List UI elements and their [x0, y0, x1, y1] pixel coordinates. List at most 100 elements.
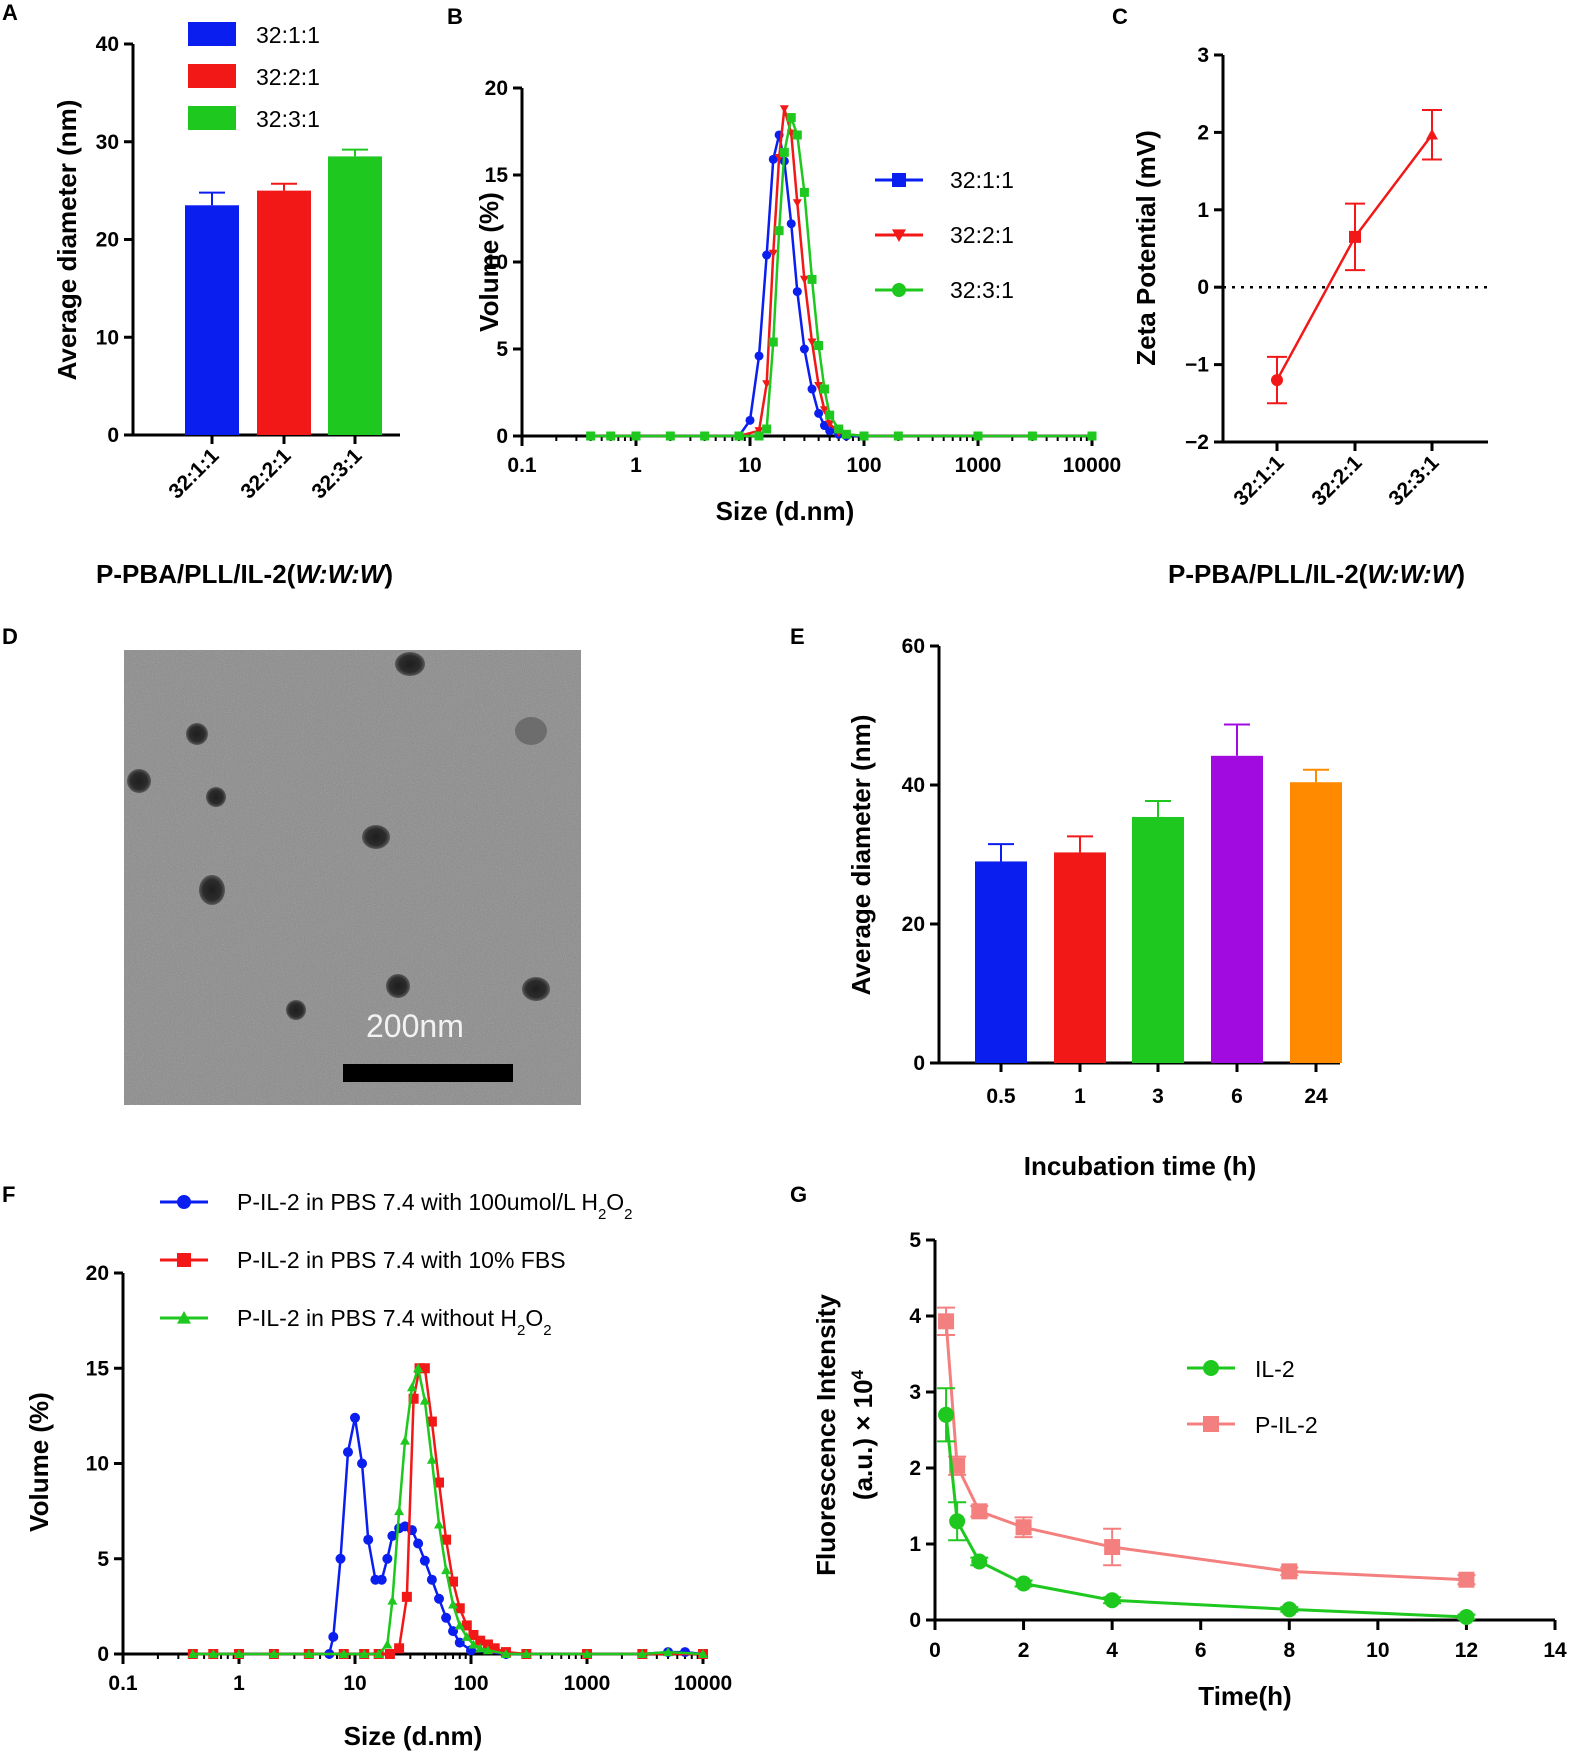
legend-marker: [1203, 1416, 1219, 1432]
data-point: [734, 431, 744, 441]
data-point: [1015, 1575, 1032, 1592]
data-point: [335, 1553, 346, 1564]
x-tick-label: 6: [1195, 1639, 1207, 1662]
chart-c: −2 −1 0 1 2 3 32:1:1 32:2:1 32:3:1 Zeta Potential…: [1131, 44, 1488, 510]
data-point: [489, 1643, 500, 1654]
data-point: [521, 1649, 532, 1658]
chart-e: 0 20 40 60 0.5 1 3 6 24 Incubation time (h) Averag…: [846, 635, 1342, 1181]
data-point: [799, 344, 809, 354]
x-tick-label: 10: [738, 454, 761, 477]
x-tick-label: 32:1:1: [1229, 451, 1288, 510]
data-point: [413, 1538, 424, 1549]
nanoparticle: [206, 787, 226, 807]
bar: [1290, 782, 1342, 1063]
x-axis-title: Size (d.nm): [716, 496, 855, 526]
data-point: [482, 1645, 493, 1655]
data-point: [971, 1503, 988, 1520]
data-point: [1104, 1539, 1121, 1556]
data-point: [1458, 1608, 1475, 1625]
data-point: [1104, 1592, 1121, 1609]
panel-label-b: B: [447, 4, 463, 29]
data-point: [376, 1574, 387, 1585]
y-axis-title: Volume (%): [24, 1392, 54, 1532]
data-point: [387, 1595, 398, 1605]
series-line: [944, 1321, 1467, 1582]
data-point: [468, 1629, 479, 1640]
x-tick-label: 0.5: [986, 1085, 1016, 1108]
data-point: [762, 380, 772, 389]
data-point: [208, 1649, 219, 1658]
data-point: [582, 1649, 592, 1658]
data-point: [792, 199, 802, 208]
y-tick-label: 1: [1197, 199, 1209, 222]
bar: [257, 190, 311, 435]
series-line: [590, 112, 1092, 438]
data-point: [586, 431, 596, 441]
data-point: [426, 1416, 437, 1427]
y-axis-title: Zeta Potential (mV): [1131, 130, 1161, 365]
data-point: [461, 1620, 472, 1631]
data-point: [779, 147, 789, 157]
y-tick-label: 5: [909, 1229, 921, 1252]
series-line: [590, 108, 1092, 438]
data-point: [786, 219, 796, 229]
y-tick-label: 40: [902, 774, 925, 797]
y-tick-label: 3: [1197, 44, 1209, 67]
data-point: [834, 424, 844, 434]
shared-xlabel-a: P-PBA/PLL/IL-2(W:W:W): [96, 559, 393, 589]
data-point: [754, 351, 764, 361]
data-point: [338, 1649, 349, 1658]
legend-label: IL-2: [1255, 1356, 1295, 1382]
chart-f: 0 5 10 15 20 0.1 1 10 100 1000 10000 Size (d.nm) Vol…: [24, 1189, 732, 1751]
y-tick-label: 2: [909, 1457, 921, 1480]
data-point: [819, 406, 829, 415]
y-tick-label: 10: [86, 1453, 109, 1476]
data-point: [807, 274, 817, 284]
legend-marker: [892, 173, 906, 187]
data-point: [745, 415, 755, 425]
data-point: [814, 381, 824, 391]
x-tick-label: 10: [1366, 1639, 1389, 1662]
bar: [185, 205, 239, 435]
legend-marker: [177, 1311, 191, 1324]
y-tick-label: 40: [96, 33, 119, 56]
y-tick-label: 5: [97, 1548, 109, 1571]
data-point: [454, 1620, 465, 1630]
data-point: [419, 1555, 430, 1566]
data-point: [363, 1534, 374, 1545]
chart-b: 0 5 10 15 20 0.1 1 10 100 1000 10000 Size (d.nm) Vol…: [474, 77, 1121, 526]
y-tick-label: −2: [1185, 431, 1209, 454]
nanoparticle: [199, 875, 225, 905]
data-point: [373, 1649, 384, 1658]
data-point: [426, 1454, 437, 1464]
y-tick-label: 20: [902, 913, 925, 936]
data-point: [792, 287, 802, 297]
data-point: [434, 1519, 445, 1529]
data-point: [606, 431, 616, 441]
x-tick-label: 32:3:1: [307, 444, 366, 503]
data-point: [814, 341, 824, 351]
tem-image: 200nm: [124, 650, 581, 1105]
y-tick-label: 0: [909, 1609, 921, 1632]
data-point: [448, 1599, 459, 1609]
nanoparticle: [515, 717, 547, 745]
data-point: [187, 1649, 198, 1658]
panel-label-c: C: [1112, 4, 1128, 29]
y-tick-label: 15: [485, 164, 509, 187]
data-point: [468, 1639, 479, 1649]
legend-label: P-IL-2 in PBS 7.4 with 10% FBS: [237, 1247, 566, 1273]
data-point: [342, 1447, 353, 1458]
series-line: [192, 1367, 703, 1656]
nanoparticle: [522, 977, 550, 1001]
data-point: [949, 1513, 966, 1530]
data-point: [441, 1534, 452, 1545]
y-tick-label: −1: [1185, 354, 1209, 377]
x-tick-label: 6: [1231, 1085, 1243, 1108]
data-point: [400, 1435, 411, 1445]
x-tick-label: 1000: [955, 454, 1002, 477]
data-point: [938, 1313, 955, 1330]
legend-marker: [892, 229, 906, 242]
data-point: [893, 431, 903, 441]
data-point: [382, 1639, 393, 1649]
x-tick-label: 3: [1152, 1085, 1164, 1108]
